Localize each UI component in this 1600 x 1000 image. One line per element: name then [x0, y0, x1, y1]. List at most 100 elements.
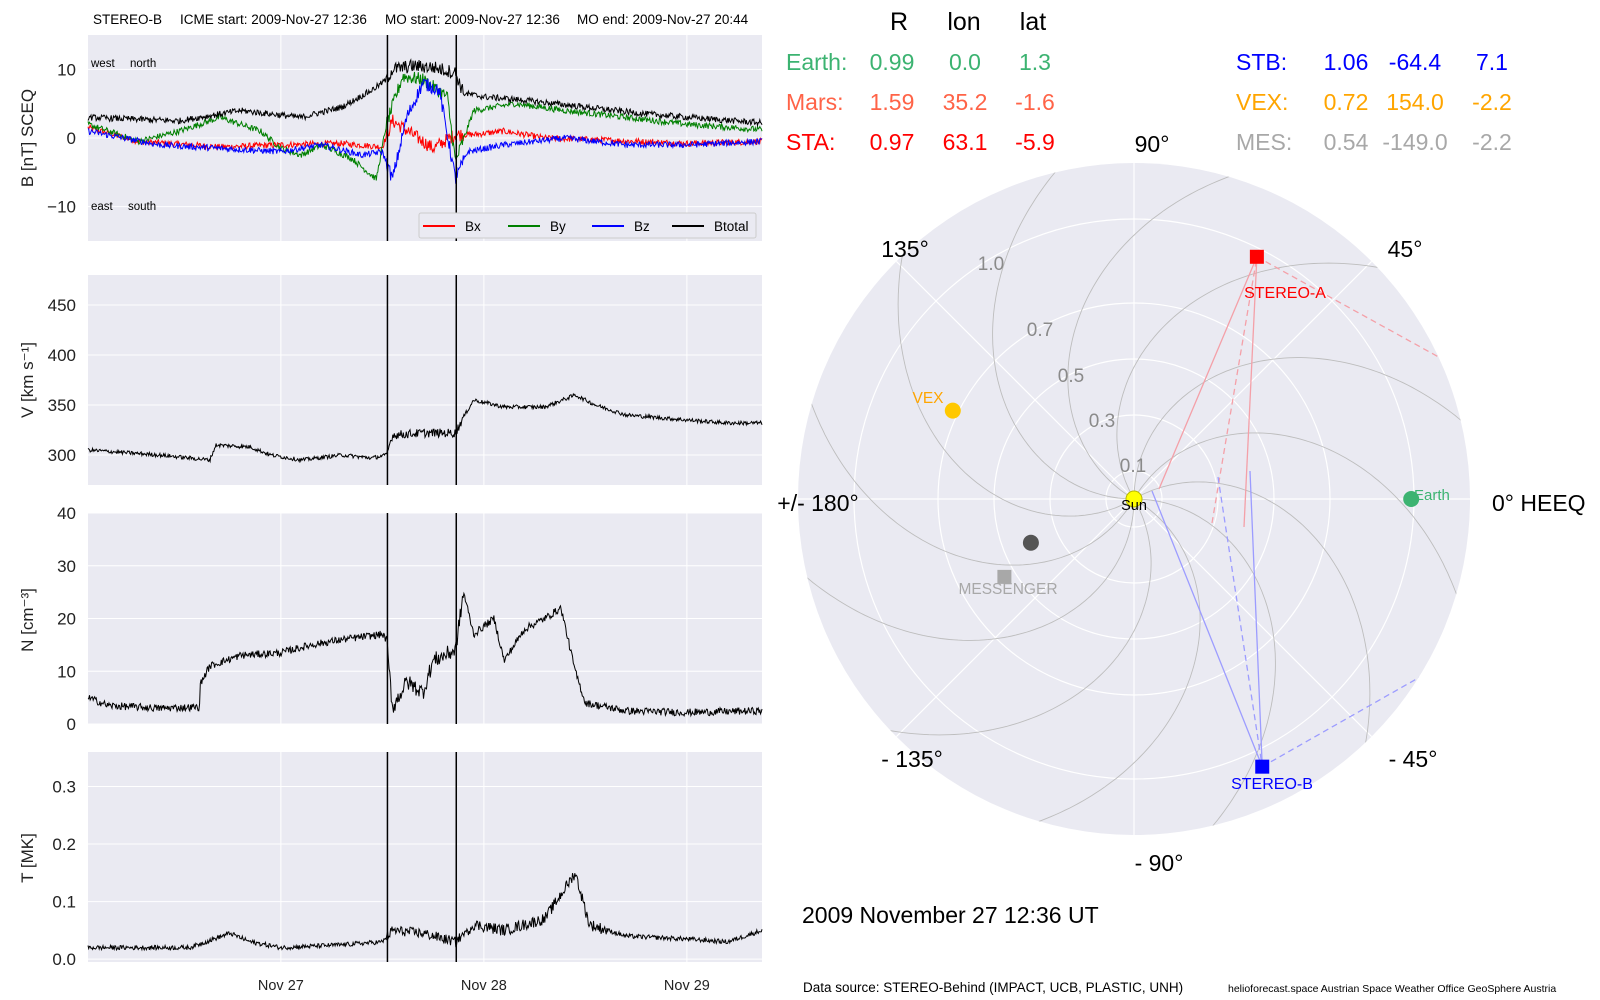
earth-label: Earth — [1414, 487, 1450, 504]
y-tick-label: 10 — [57, 662, 76, 681]
earth-marker — [1403, 491, 1420, 507]
plot-area — [88, 275, 762, 485]
stereo-a-marker — [1249, 249, 1264, 264]
y-axis-label: V [km s⁻¹] — [18, 342, 37, 418]
annotation-label: east — [91, 201, 114, 213]
y-axis-label: N [cm⁻³] — [18, 588, 37, 652]
radius-label: 0.3 — [1089, 411, 1115, 432]
y-axis-label: T [MK] — [18, 833, 37, 883]
table-cell-r: 0.54 — [1324, 129, 1369, 155]
y-tick-label: 0.3 — [52, 778, 76, 797]
y-tick-label: 0 — [67, 129, 76, 148]
parker-spiral — [798, 499, 1135, 641]
unlabeled-body-marker — [1022, 534, 1039, 551]
annotation-label: west — [90, 58, 115, 70]
panel-t: 0.0 0.1 0.2 0.3 Nov 27 Nov 28 Nov 29 T [MK] — [18, 752, 763, 994]
annotation-label: north — [130, 58, 156, 70]
sta-line — [1158, 256, 1258, 490]
sun-marker — [1125, 490, 1143, 508]
table-header: R — [890, 8, 908, 36]
legend-box — [418, 212, 757, 239]
sun-label: Sun — [1121, 498, 1147, 514]
table-cell-r: 1.06 — [1324, 49, 1369, 75]
bz-line — [87, 78, 763, 184]
angle-grid-line — [1133, 498, 1373, 738]
y-tick-label: 0 — [67, 715, 76, 734]
angle-label: +/- 180° — [777, 490, 858, 516]
x-tick-label: Nov 29 — [664, 978, 710, 994]
table-row-label: VEX: — [1236, 89, 1288, 115]
parker-spiral — [953, 498, 1201, 835]
table-header: lat — [1020, 8, 1046, 36]
angle-label: 45° — [1388, 236, 1423, 262]
parker-spiral — [1133, 357, 1470, 499]
table-cell-lon: 154.0 — [1386, 89, 1444, 115]
messenger-marker — [997, 569, 1012, 584]
y-tick-label: 300 — [48, 446, 76, 465]
angle-label: - 135° — [881, 746, 943, 772]
parker-spiral — [1134, 498, 1276, 835]
vex-label: VEX — [912, 390, 944, 407]
data-line — [87, 591, 763, 718]
table-row-label: STB: — [1236, 49, 1287, 75]
x-tick-label: Nov 27 — [258, 978, 304, 994]
table-row-label: MES: — [1236, 129, 1292, 155]
y-tick-label: −10 — [47, 198, 76, 217]
parker-spiral — [992, 163, 1134, 500]
header-mo-start: MO start: 2009-Nov-27 12:36 — [385, 12, 560, 27]
legend-label: By — [550, 219, 566, 234]
data-line — [87, 392, 763, 464]
parker-spiral — [1133, 432, 1470, 680]
panel-v: 300 350 400 450 V [km s⁻¹] — [18, 275, 763, 485]
stereo-b-marker — [1255, 759, 1270, 774]
table-header: lon — [947, 8, 980, 36]
legend-label: Bz — [634, 219, 650, 234]
parker-spiral — [1116, 262, 1462, 500]
table-cell-lon: -64.4 — [1389, 49, 1442, 75]
table-row-label: Mars: — [786, 89, 844, 115]
vex-marker — [944, 402, 961, 419]
polar-plot: 0.1 0.3 0.5 0.7 1.0 0° HEEQ 45° 90° 135° +/- 180°… — [777, 131, 1586, 876]
date-title: 2009 November 27 12:36 UT — [802, 902, 1099, 928]
x-tick-label: Nov 28 — [461, 978, 507, 994]
header-mo-end: MO end: 2009-Nov-27 20:44 — [577, 12, 749, 27]
table-cell-lon: 0.0 — [949, 49, 981, 75]
angle-label: - 45° — [1389, 746, 1438, 772]
table-cell-lon: 63.1 — [943, 129, 988, 155]
y-tick-label: 10 — [57, 60, 76, 79]
legend: Bx By Bz Btotal — [418, 212, 757, 239]
radius-label: 0.5 — [1058, 366, 1084, 387]
bx-line — [87, 114, 763, 154]
annotation-label: south — [128, 201, 156, 213]
table-row-label: STA: — [786, 129, 835, 155]
angle-grid-line — [1133, 260, 1373, 500]
angle-label: 135° — [881, 236, 929, 262]
table-cell-lon: 35.2 — [943, 89, 988, 115]
data-line — [87, 872, 763, 952]
angle-label: 0° HEEQ — [1492, 490, 1586, 516]
angle-grid-line — [895, 260, 1135, 500]
table-cell-lon: -149.0 — [1382, 129, 1447, 155]
header-icme-start: ICME start: 2009-Nov-27 12:36 — [180, 12, 367, 27]
table-cell-lat: 7.1 — [1476, 49, 1508, 75]
footer-credits: helioforecast.space Austrian Space Weath… — [1228, 983, 1556, 995]
table-row-label: Earth: — [786, 49, 847, 75]
header-spacecraft: STEREO-B — [93, 12, 162, 27]
stb-line — [1151, 490, 1263, 767]
parker-spiral — [798, 318, 1135, 566]
y-tick-label: 450 — [48, 296, 76, 315]
angle-grid-line — [895, 498, 1135, 738]
y-tick-label: 400 — [48, 346, 76, 365]
table-cell-r: 0.97 — [870, 129, 915, 155]
sta-dashed-line — [1211, 256, 1258, 524]
legend-label: Btotal — [714, 219, 749, 234]
table-cell-lat: -1.6 — [1015, 89, 1055, 115]
table-cell-lat: -2.2 — [1472, 89, 1512, 115]
stereo-b-label: STEREO-B — [1231, 776, 1313, 793]
y-tick-label: 350 — [48, 396, 76, 415]
footer-source: Data source: STEREO-Behind (IMPACT, UCB,… — [803, 980, 1183, 995]
spiral-group — [798, 163, 1470, 835]
